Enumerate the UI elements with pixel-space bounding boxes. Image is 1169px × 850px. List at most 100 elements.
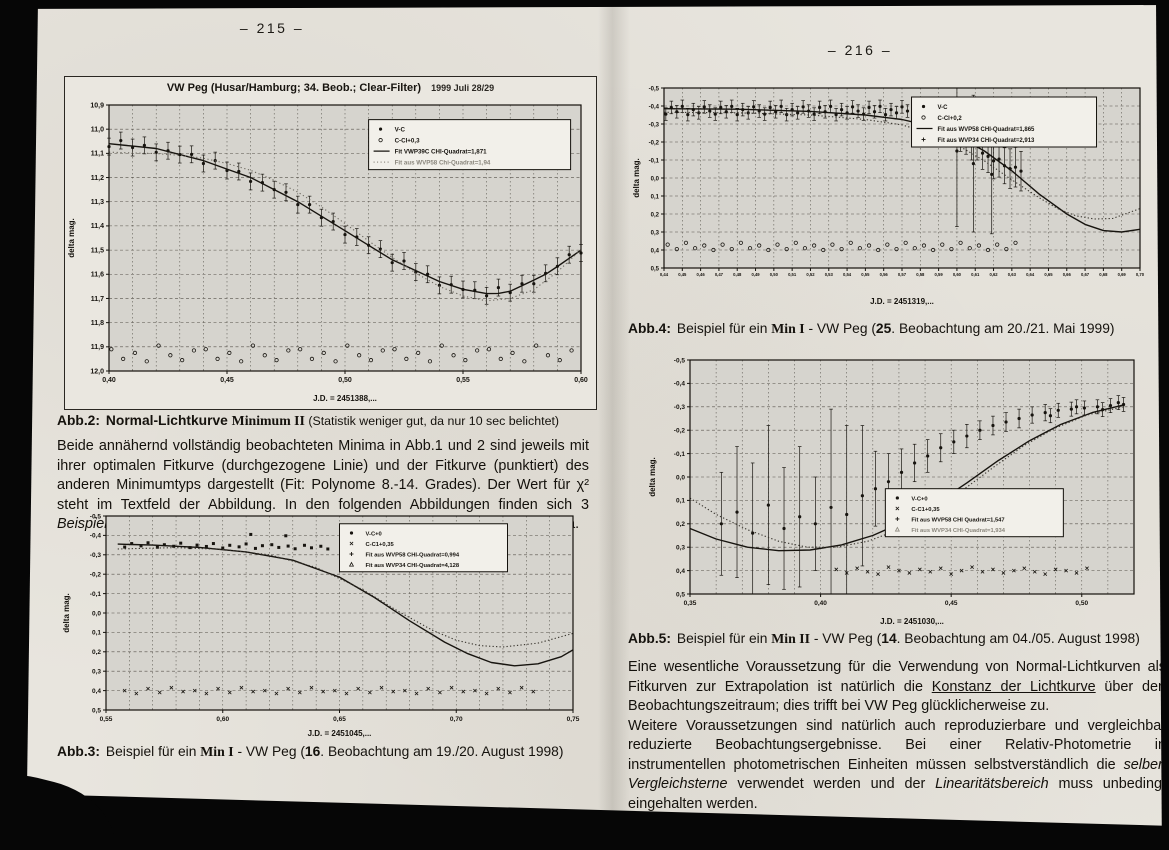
svg-text:0,65: 0,65 — [333, 716, 346, 723]
svg-text:0,2: 0,2 — [651, 212, 660, 218]
svg-text:11,2: 11,2 — [91, 175, 104, 182]
svg-text:Fit aus WVP34 CHI-Quadrat=2,: Fit aus WVP34 CHI-Quadrat=2,913 — [938, 138, 1036, 144]
svg-text:Fit aus WVP58 Chi-Quadrat=1,: Fit aus WVP58 Chi-Quadrat=1,94 — [395, 160, 491, 167]
svg-text:0,45: 0,45 — [678, 272, 687, 277]
light-curve-chart-abb5: -0,5 -0,4 -0,3 -0,2 -0,1 0,0 0,1 0,2 0,3 0,4 0,5 0,… — [648, 357, 1135, 626]
svg-text:C-CI+0,2: C-CI+0,2 — [938, 116, 963, 122]
svg-text:12,0: 12,0 — [90, 368, 104, 375]
svg-text:0,4: 0,4 — [651, 248, 660, 254]
svg-text:0,56: 0,56 — [880, 272, 889, 277]
svg-text:0,65: 0,65 — [1044, 272, 1053, 277]
figure-abb4: -0,5 -0,4 -0,3 -0,2 -0,1 0,0 0,1 0,2 0,3 0,4 0,5 0,… — [630, 80, 1150, 308]
svg-text:0,3: 0,3 — [92, 669, 101, 676]
svg-text:11,0: 11,0 — [91, 126, 104, 133]
svg-text:V-C+0: V-C+0 — [366, 532, 382, 538]
paragraph-voraussetzungen: Eine wesentliche Voraussetzung für die V… — [628, 659, 1166, 813]
svg-text:-0,2: -0,2 — [649, 140, 660, 146]
svg-text:0,5: 0,5 — [651, 266, 660, 272]
svg-text:0,69: 0,69 — [1118, 272, 1127, 277]
page-number-215: – 215 – — [239, 20, 305, 36]
svg-text:-0,3: -0,3 — [90, 552, 102, 559]
figure-abb5: -0,5 -0,4 -0,3 -0,2 -0,1 0,0 0,1 0,2 0,3 0,4 0,5 0,… — [646, 352, 1146, 628]
svg-text:11,8: 11,8 — [91, 320, 104, 327]
svg-text:0,1: 0,1 — [651, 194, 660, 200]
svg-text:0,3: 0,3 — [676, 545, 685, 552]
svg-text:0,52: 0,52 — [806, 272, 815, 277]
svg-text:0,0: 0,0 — [92, 610, 101, 617]
underlined-phrase: Konstanz der Lichtkurve — [931, 678, 1096, 695]
svg-text:-0,5: -0,5 — [649, 86, 660, 92]
figure-caption-abb3: Abb.3: Beispiel für ein Min I - VW Peg (1… — [57, 744, 564, 759]
svg-text:0,66: 0,66 — [1063, 272, 1072, 277]
svg-text:0,0: 0,0 — [651, 176, 660, 182]
figure-abb3: -0,5 -0,4 -0,3 -0,2 -0,1 0,0 0,1 0,2 0,3 0,4 0,5 0,… — [60, 508, 585, 740]
svg-text:-0,5: -0,5 — [90, 513, 102, 520]
figure-caption-abb5: Abb.5: Beispiel für ein Min II - VW Peg (… — [628, 631, 1140, 646]
svg-text:0,1: 0,1 — [92, 630, 101, 637]
svg-text:0,47: 0,47 — [715, 272, 724, 277]
svg-text:0,50: 0,50 — [1075, 600, 1088, 607]
svg-text:0,62: 0,62 — [989, 272, 998, 277]
svg-text:C-C1+0,35: C-C1+0,35 — [911, 507, 940, 513]
chart-title-date: 1999 Juli 28/29 — [431, 83, 495, 93]
svg-text:0,40: 0,40 — [102, 377, 116, 384]
svg-text:-0,2: -0,2 — [674, 428, 686, 435]
svg-text:0,44: 0,44 — [660, 272, 669, 277]
svg-text:-0,1: -0,1 — [674, 451, 686, 458]
svg-text:0,68: 0,68 — [1099, 272, 1108, 277]
svg-text:0,60: 0,60 — [953, 272, 962, 277]
svg-text:-0,3: -0,3 — [674, 404, 686, 411]
svg-text:0,48: 0,48 — [733, 272, 742, 277]
svg-text:-0,1: -0,1 — [649, 158, 660, 164]
light-curve-chart-abb4: -0,5-0,4-0,3-0,2-0,10,00,10,20,30,40,50,… — [632, 86, 1145, 306]
svg-text:J.D. = 2451030,...: J.D. = 2451030,... — [880, 617, 944, 626]
svg-text:Fit aus WVP58 CHI-Quadrat=1,: Fit aus WVP58 CHI-Quadrat=1,865 — [938, 127, 1036, 133]
svg-text:delta mag.: delta mag. — [632, 158, 641, 198]
svg-text:11,7: 11,7 — [91, 296, 104, 303]
svg-text:0,4: 0,4 — [676, 568, 685, 575]
svg-text:-0,1: -0,1 — [90, 591, 102, 598]
svg-text:0,64: 0,64 — [1026, 272, 1035, 277]
svg-text:delta mag.: delta mag. — [67, 218, 76, 258]
svg-text:0,4: 0,4 — [92, 688, 101, 695]
svg-text:J.D. = 2451045,...: J.D. = 2451045,... — [308, 729, 372, 738]
svg-text:-0,3: -0,3 — [649, 122, 660, 128]
svg-text:0,0: 0,0 — [676, 474, 685, 481]
svg-text:0,5: 0,5 — [92, 707, 101, 714]
svg-text:0,55: 0,55 — [100, 716, 113, 723]
svg-text:delta mag.: delta mag. — [62, 593, 71, 633]
svg-text:0,70: 0,70 — [1136, 272, 1145, 277]
svg-text:-0,4: -0,4 — [674, 381, 686, 388]
svg-text:delta mag.: delta mag. — [648, 457, 657, 497]
svg-text:0,57: 0,57 — [898, 272, 907, 277]
svg-text:-0,4: -0,4 — [90, 533, 102, 540]
svg-text:0,67: 0,67 — [1081, 272, 1090, 277]
svg-text:0,51: 0,51 — [788, 272, 797, 277]
svg-text:V-C+0: V-C+0 — [911, 496, 927, 502]
svg-text:0,2: 0,2 — [92, 649, 101, 656]
svg-text:0,5: 0,5 — [676, 591, 685, 598]
svg-text:Fit aus WVP34 CHI-Quadrat=1,: Fit aus WVP34 CHI-Quadrat=1,934 — [911, 528, 1005, 534]
svg-text:11,3: 11,3 — [91, 199, 104, 206]
figure-abb2: VW Peg (Husar/Hamburg; 34. Beob.; Clear-… — [64, 76, 597, 410]
svg-text:C-C1+0,35: C-C1+0,35 — [366, 542, 395, 548]
svg-text:-0,2: -0,2 — [90, 572, 102, 579]
svg-text:0,45: 0,45 — [945, 600, 958, 607]
svg-text:0,3: 0,3 — [651, 230, 660, 236]
svg-text:0,45: 0,45 — [220, 377, 234, 384]
page-number-216: – 216 – — [827, 42, 893, 58]
svg-text:0,40: 0,40 — [814, 600, 827, 607]
svg-text:0,70: 0,70 — [450, 716, 463, 723]
svg-text:11,5: 11,5 — [91, 247, 104, 254]
caption-label: Abb.2: — [57, 413, 100, 428]
svg-text:-0,5: -0,5 — [674, 357, 686, 364]
svg-text:0,50: 0,50 — [338, 377, 352, 384]
svg-text:C-CI+0,3: C-CI+0,3 — [395, 138, 420, 145]
figure-abb2-title: VW Peg (Husar/Hamburg; 34. Beob.; Clear-… — [65, 77, 596, 99]
svg-text:11,4: 11,4 — [91, 223, 104, 230]
svg-text:Fit aus WVP58 CHI-Quadrat=0,9: Fit aus WVP58 CHI-Quadrat=0,994 — [366, 553, 460, 559]
svg-text:0,59: 0,59 — [935, 272, 944, 277]
svg-text:J.D. = 2451388,...: J.D. = 2451388,... — [313, 394, 377, 403]
svg-text:0,35: 0,35 — [684, 600, 697, 607]
